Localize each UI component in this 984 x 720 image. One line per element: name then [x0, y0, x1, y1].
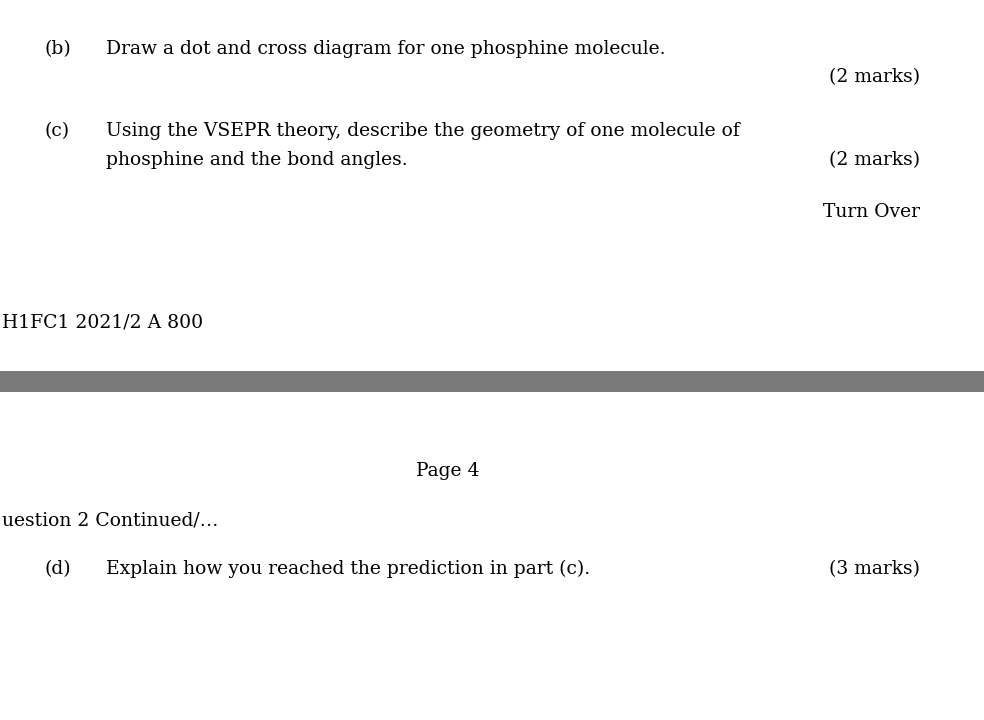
- Text: (c): (c): [44, 122, 70, 140]
- Text: uestion 2 Continued/…: uestion 2 Continued/…: [2, 511, 218, 529]
- Text: (d): (d): [44, 560, 71, 578]
- Bar: [0, 371, 984, 392]
- Text: H1FC1 2021/2 A 800: H1FC1 2021/2 A 800: [2, 313, 203, 331]
- Text: (2 marks): (2 marks): [829, 151, 920, 169]
- Text: phosphine and the bond angles.: phosphine and the bond angles.: [106, 151, 408, 169]
- Text: (3 marks): (3 marks): [830, 560, 920, 578]
- Text: Draw a dot and cross diagram for one phosphine molecule.: Draw a dot and cross diagram for one pho…: [106, 40, 666, 58]
- Text: (b): (b): [44, 40, 71, 58]
- Text: Page 4: Page 4: [416, 462, 479, 480]
- Text: Using the VSEPR theory, describe the geometry of one molecule of: Using the VSEPR theory, describe the geo…: [106, 122, 740, 140]
- Text: (2 marks): (2 marks): [829, 68, 920, 86]
- Text: Explain how you reached the prediction in part (c).: Explain how you reached the prediction i…: [106, 560, 590, 578]
- Text: Turn Over: Turn Over: [823, 203, 920, 221]
